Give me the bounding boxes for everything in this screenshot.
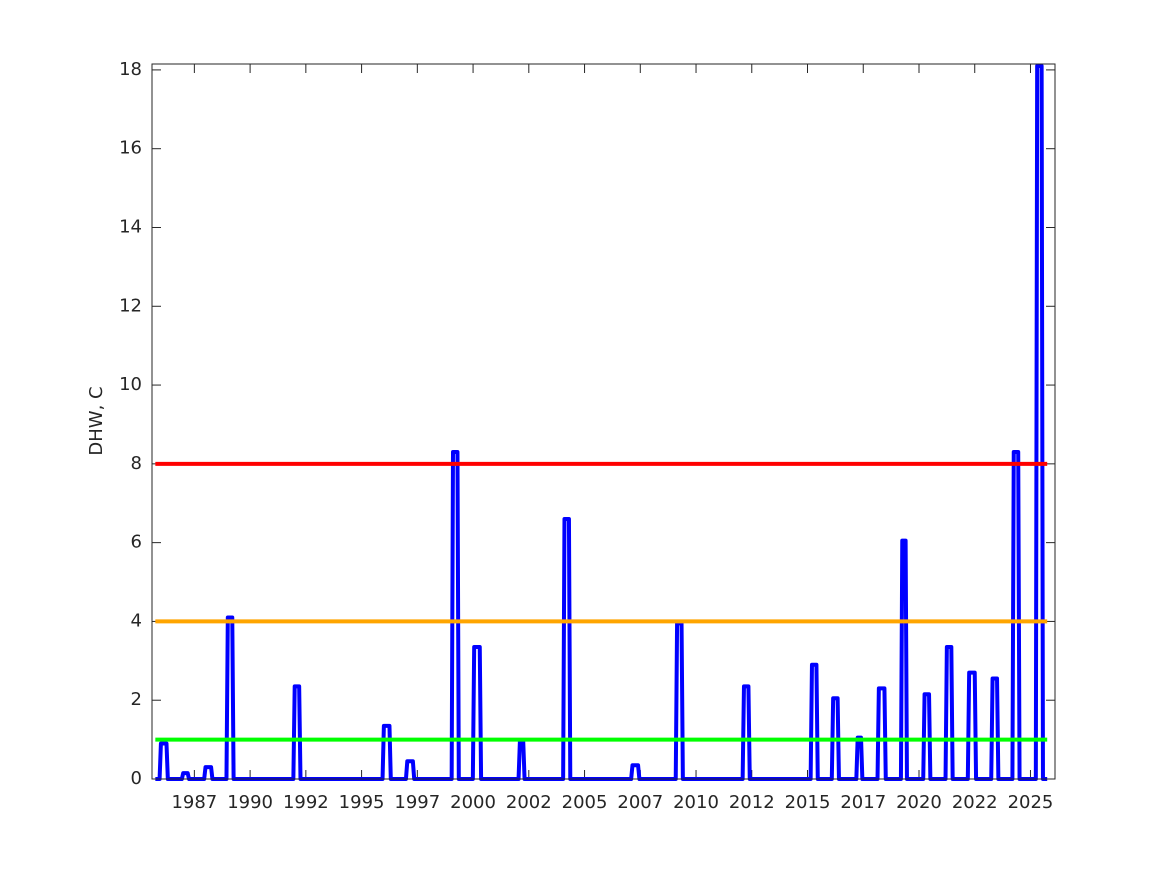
x-tick-label: 2000 bbox=[450, 792, 496, 813]
y-tick-label: 12 bbox=[119, 295, 142, 316]
y-tick-label: 14 bbox=[119, 216, 142, 237]
x-tick-label: 2002 bbox=[506, 792, 552, 813]
x-tick-label: 2020 bbox=[896, 792, 942, 813]
x-tick-label: 1997 bbox=[394, 792, 440, 813]
x-tick-label: 2022 bbox=[952, 792, 998, 813]
x-tick-label: 2007 bbox=[617, 792, 663, 813]
y-tick-label: 16 bbox=[119, 138, 142, 159]
y-tick-label: 0 bbox=[131, 768, 142, 789]
x-tick-label: 1995 bbox=[339, 792, 385, 813]
x-tick-label: 2005 bbox=[562, 792, 608, 813]
x-tick-label: 2015 bbox=[785, 792, 831, 813]
y-tick-label: 18 bbox=[119, 59, 142, 80]
x-tick-label: 2017 bbox=[840, 792, 886, 813]
x-tick-label: 2010 bbox=[673, 792, 719, 813]
x-tick-label: 1990 bbox=[227, 792, 273, 813]
y-tick-label: 4 bbox=[131, 610, 142, 631]
y-tick-label: 8 bbox=[131, 453, 142, 474]
y-tick-label: 6 bbox=[131, 532, 142, 553]
y-tick-label: 2 bbox=[131, 689, 142, 710]
y-tick-label: 10 bbox=[119, 374, 142, 395]
x-tick-label: 2012 bbox=[729, 792, 775, 813]
y-axis-label: DHW, C bbox=[86, 386, 107, 455]
x-tick-label: 1987 bbox=[171, 792, 217, 813]
x-tick-label: 2025 bbox=[1008, 792, 1054, 813]
axes-box bbox=[151, 63, 1056, 780]
x-tick-label: 1992 bbox=[283, 792, 329, 813]
